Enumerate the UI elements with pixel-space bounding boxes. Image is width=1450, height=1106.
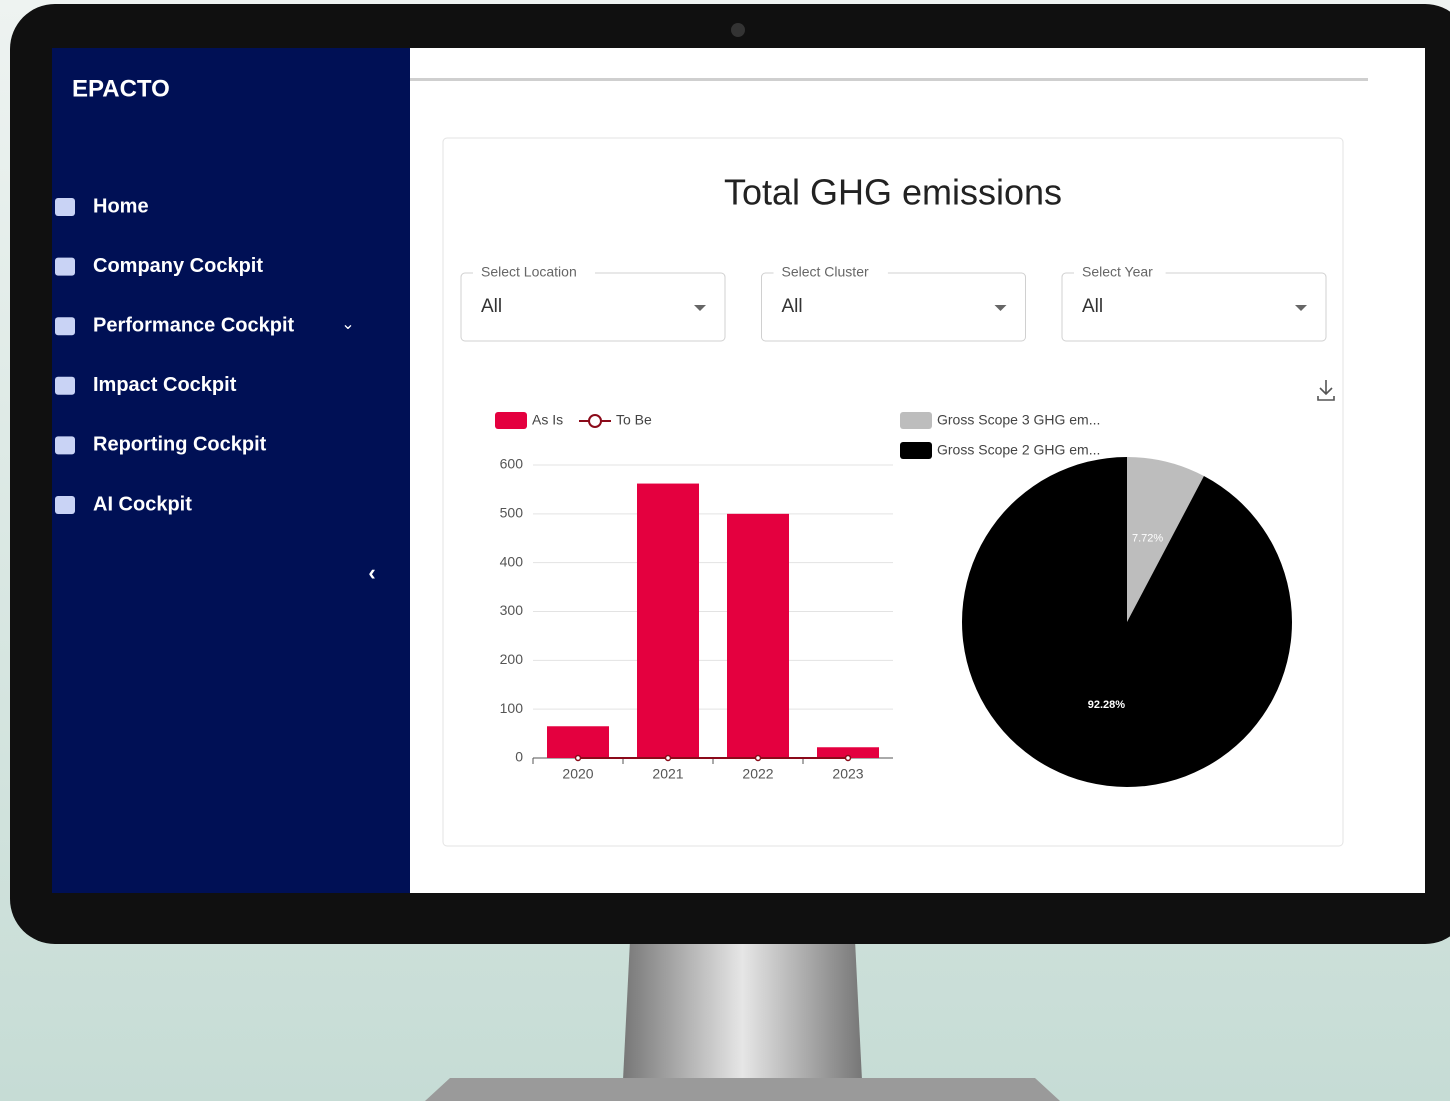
line-point	[576, 756, 581, 761]
nav-icon[interactable]	[55, 377, 75, 395]
select-value: All	[782, 296, 803, 317]
bar	[727, 514, 789, 758]
x-tick-label: 2021	[652, 766, 683, 782]
screenshot: EPACTO Total GHG emissions ‹ ⌄ Home Compa…	[0, 0, 1450, 1101]
y-tick-label: 200	[500, 651, 524, 667]
nav-item[interactable]: AI Cockpit	[93, 493, 192, 515]
nav-icon[interactable]	[55, 317, 75, 335]
select-value: All	[481, 296, 502, 317]
select-label: Select Location	[481, 264, 577, 280]
top-bar-shadow	[410, 78, 1368, 81]
line-point	[756, 756, 761, 761]
y-tick-label: 0	[515, 749, 523, 765]
legend-swatch[interactable]	[589, 415, 601, 427]
page: EPACTO Total GHG emissions ‹ ⌄ Home Compa…	[0, 0, 1450, 1101]
collapse-button[interactable]: ‹	[368, 560, 375, 585]
line-point	[846, 756, 851, 761]
legend-swatch[interactable]	[900, 442, 932, 459]
legend-swatch[interactable]	[900, 412, 932, 429]
legend-label[interactable]: As Is	[532, 412, 563, 428]
card-title: Total GHG emissions	[724, 172, 1062, 213]
logo: EPACTO	[72, 75, 170, 102]
sidebar	[52, 48, 410, 893]
x-tick-label: 2022	[742, 766, 773, 782]
select-value: All	[1082, 296, 1103, 317]
x-tick-label: 2020	[562, 766, 593, 782]
nav-icon[interactable]	[55, 436, 75, 454]
y-tick-label: 600	[500, 456, 524, 472]
legend-label[interactable]: Gross Scope 3 GHG em...	[937, 412, 1100, 428]
x-tick-label: 2023	[832, 766, 863, 782]
y-tick-label: 400	[500, 553, 524, 569]
nav-item[interactable]: Reporting Cockpit	[93, 434, 267, 456]
expand-icon[interactable]: ⌄	[341, 316, 354, 333]
pie-label: 92.28%	[1088, 699, 1126, 711]
nav-icon[interactable]	[55, 496, 75, 514]
legend-swatch[interactable]	[495, 412, 527, 429]
y-tick-label: 500	[500, 505, 524, 521]
line-point	[666, 756, 671, 761]
nav-icon[interactable]	[55, 258, 75, 276]
y-tick-label: 100	[500, 700, 524, 716]
nav-item[interactable]: Home	[93, 195, 149, 217]
bar	[637, 484, 699, 758]
nav-icon[interactable]	[55, 198, 75, 216]
select-label: Select Cluster	[782, 264, 869, 280]
nav-item[interactable]: Company Cockpit	[93, 255, 263, 277]
bar	[547, 726, 609, 758]
camera	[731, 23, 745, 37]
nav-item[interactable]: Performance Cockpit	[93, 314, 295, 336]
monitor-base	[425, 1078, 1060, 1101]
legend-label[interactable]: To Be	[616, 412, 652, 428]
nav-item[interactable]: Impact Cockpit	[93, 374, 237, 396]
pie-label: 7.72%	[1132, 533, 1163, 545]
select-label: Select Year	[1082, 264, 1153, 280]
legend-label[interactable]: Gross Scope 2 GHG em...	[937, 442, 1100, 458]
monitor-stand	[623, 940, 862, 1080]
y-tick-label: 300	[500, 602, 524, 618]
